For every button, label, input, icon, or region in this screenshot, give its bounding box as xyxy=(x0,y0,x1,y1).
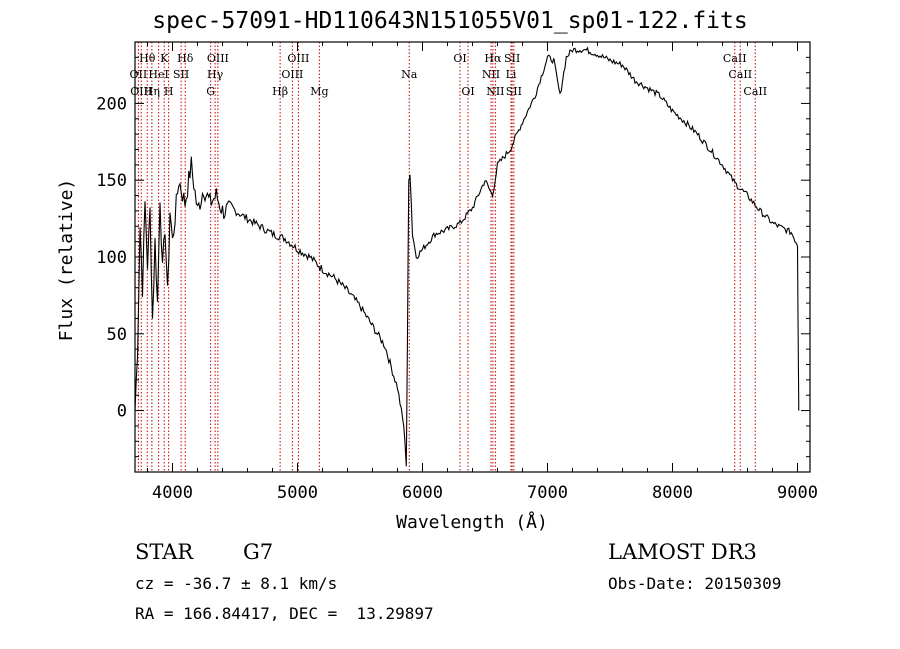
object-subclass: G7 xyxy=(243,540,274,564)
x-tick-label: 7000 xyxy=(527,483,568,503)
y-tick-label: 100 xyxy=(96,248,127,268)
spectral-line-label: CaII xyxy=(743,85,767,98)
spectral-line-label: Na xyxy=(401,68,418,81)
spectral-line-label: Hη xyxy=(144,85,160,98)
redshift-velocity: cz = -36.7 ± 8.1 km/s xyxy=(135,574,338,593)
x-axis-label: Wavelength (Å) xyxy=(396,511,548,533)
sky-coordinates: RA = 166.84417, DEC = 13.29897 xyxy=(135,604,434,623)
spectral-line-label: Hγ xyxy=(207,68,224,81)
y-tick-label: 150 xyxy=(96,171,127,191)
y-axis-label: Flux (relative) xyxy=(56,179,77,342)
x-tick-label: 5000 xyxy=(277,483,318,503)
spectral-line-label: Hθ xyxy=(139,52,156,65)
x-tick-label: 9000 xyxy=(777,483,818,503)
spectral-line-label: Hβ xyxy=(272,85,288,98)
y-axis-ticks: 0 50 100 150 200 xyxy=(96,56,810,458)
x-tick-label: 4000 xyxy=(152,483,193,503)
spectral-line-label: OI xyxy=(461,85,474,98)
observation-date: Obs-Date: 20150309 xyxy=(608,574,782,593)
object-class: STAR xyxy=(135,540,194,564)
flux-series-line xyxy=(134,46,800,467)
y-tick-label: 200 xyxy=(96,94,127,114)
x-tick-label: 6000 xyxy=(402,483,443,503)
spectral-line-label: OIII xyxy=(207,52,229,65)
spectral-line-label: OIII xyxy=(287,52,309,65)
plot-frame xyxy=(134,41,811,473)
spectral-line-label: G xyxy=(206,85,215,98)
spectral-line-markers xyxy=(137,42,756,472)
spectral-line-labels: HθOIIOIIIHηHeIKHSIIHδGHγOIIIHβOIIIOIIIMg… xyxy=(130,52,768,98)
y-tick-label: 50 xyxy=(107,325,127,345)
spectral-line-label: OI xyxy=(453,52,466,65)
spectral-line-label: SII xyxy=(506,85,522,98)
spectral-line-label: SII xyxy=(173,68,189,81)
spectral-line-label: Hα xyxy=(484,52,502,65)
spectral-line-label: NII xyxy=(482,68,500,81)
spectral-line-label: NII xyxy=(486,85,504,98)
spectral-line-label: OIII xyxy=(281,68,303,81)
spectral-line-label: CaII xyxy=(723,52,747,65)
x-tick-label: 8000 xyxy=(652,483,693,503)
spectral-line-label: CaII xyxy=(728,68,752,81)
spectral-line-label: Mg xyxy=(310,85,328,98)
spectral-line-label: OII xyxy=(130,68,148,81)
spectral-line-label: SII xyxy=(504,52,520,65)
spectral-line-label: HeI xyxy=(148,68,168,81)
y-tick-label: 0 xyxy=(117,402,127,422)
survey-name: LAMOST DR3 xyxy=(608,540,757,564)
spectral-line-label: Hδ xyxy=(177,52,194,65)
spectral-line-label: K xyxy=(160,52,169,65)
chart-title: spec-57091-HD110643N151055V01_sp01-122.f… xyxy=(152,8,748,34)
spectral-line-label: H xyxy=(164,85,174,98)
x-axis-ticks: 4000 5000 6000 7000 8000 9000 xyxy=(147,42,818,503)
spectral-line-label: Li xyxy=(506,68,517,81)
